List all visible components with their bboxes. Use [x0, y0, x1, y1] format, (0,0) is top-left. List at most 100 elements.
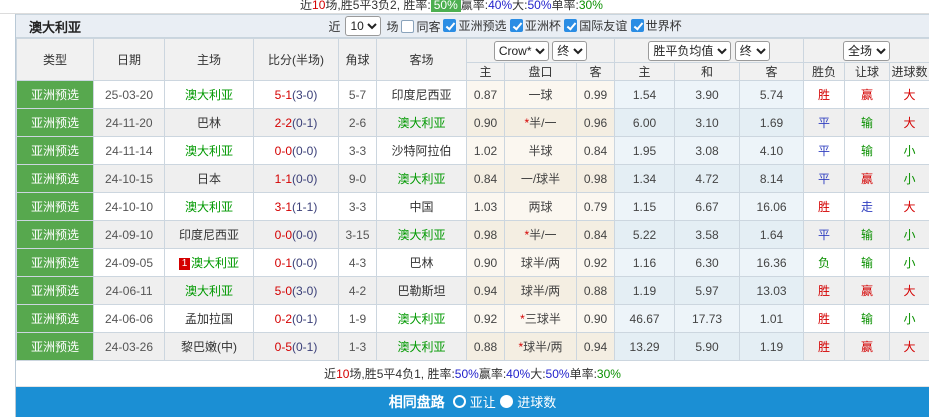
- home-cell: 澳大利亚: [165, 81, 254, 109]
- checkbox-icon: [510, 19, 523, 32]
- home-cell: 澳大利亚: [165, 193, 254, 221]
- ah-away-odds-cell: 0.84: [577, 221, 615, 249]
- corner-cell: 3-3: [339, 137, 377, 165]
- full-time-score: 0-2: [275, 312, 292, 326]
- date-cell: 24-06-11: [94, 277, 165, 305]
- text-segment: 赢率:: [479, 365, 506, 382]
- ah-line-cell: *半/一: [505, 221, 577, 249]
- ah-away-odds-cell: 0.88: [577, 277, 615, 305]
- match-type-cell: 亚洲预选: [17, 137, 94, 165]
- filter-controls: 近 10 场 同客 亚洲预选 亚洲杯 国际友谊 世界杯: [81, 16, 929, 36]
- result-handicap: 输: [861, 228, 873, 242]
- full-time-score: 5-0: [275, 284, 292, 298]
- eu-away-odds-cell: 16.06: [740, 193, 804, 221]
- corner-score: 4-3: [349, 256, 366, 270]
- subheader-eu-home: 主: [615, 63, 675, 81]
- footer-radio-option[interactable]: 进球数: [500, 392, 556, 411]
- match-type-cell: 亚洲预选: [17, 81, 94, 109]
- recent-label: 近: [328, 18, 340, 35]
- ah-line: 球半/两: [521, 256, 560, 270]
- eu-away-odds-cell: 1.64: [740, 221, 804, 249]
- result-handicap-cell: 输: [845, 137, 890, 165]
- col-header-date: 日期: [94, 39, 165, 81]
- full-time-score: 0-0: [275, 144, 292, 158]
- handicap-final-select[interactable]: 终: [552, 41, 587, 61]
- half-time-score: (0-1): [292, 340, 317, 354]
- eu-away-odds: 16.36: [757, 256, 787, 270]
- ah-line-cell: *半/一: [505, 109, 577, 137]
- ah-home-odds-cell: 0.87: [467, 81, 505, 109]
- league-filter[interactable]: 亚洲预选: [443, 17, 506, 34]
- home-cell: 澳大利亚: [165, 137, 254, 165]
- text-segment: 场,胜5平4负1, 胜率:: [349, 365, 454, 382]
- bookmaker-select[interactable]: Crow*: [494, 41, 549, 61]
- away-cell: 澳大利亚: [377, 221, 467, 249]
- league-filter[interactable]: 亚洲杯: [510, 17, 561, 34]
- away-cell: 巴勒斯坦: [377, 277, 467, 305]
- checkbox-icon: [564, 19, 577, 32]
- text-segment: 50%: [527, 0, 551, 12]
- scope-select[interactable]: 全场: [843, 41, 890, 61]
- eu-home-odds-cell: 1.34: [615, 165, 675, 193]
- ah-away-odds: 0.88: [584, 284, 607, 298]
- match-history-table: 类型 日期 主场 比分(半场) 角球 客场 Crow* 终 胜平负均值 终 全场: [16, 38, 929, 361]
- result-spf-cell: 负: [804, 249, 845, 277]
- ah-line: 一/球半: [521, 172, 560, 186]
- recent-form-summary: 近10场,胜5平4负1, 胜率:50% 赢率:40% 大:50% 单率:30%: [16, 361, 929, 387]
- half-time-score: (0-0): [292, 228, 317, 242]
- home-team: 日本: [197, 172, 221, 186]
- league-filter[interactable]: 国际友谊: [564, 17, 627, 34]
- corner-cell: 1-9: [339, 305, 377, 333]
- ah-away-odds-cell: 0.84: [577, 137, 615, 165]
- result-goals: 小: [904, 312, 916, 326]
- eu-home-odds: 1.95: [633, 144, 656, 158]
- team-header-bar: 澳大利亚 近 10 场 同客 亚洲预选 亚洲杯 国际友谊 世界杯: [16, 14, 929, 38]
- eu-draw-odds-cell: 6.67: [675, 193, 740, 221]
- ah-away-odds-cell: 0.99: [577, 81, 615, 109]
- footer-options: 亚让 进球数: [453, 392, 556, 413]
- match-type-badge: 亚洲预选: [31, 340, 79, 354]
- match-date: 24-03-26: [105, 340, 153, 354]
- ah-line: 三球半: [525, 312, 561, 326]
- away-cell: 澳大利亚: [377, 333, 467, 361]
- match-date: 24-11-14: [105, 144, 152, 158]
- date-cell: 24-11-14: [94, 137, 165, 165]
- result-goals-cell: 大: [890, 277, 929, 305]
- recent-count-select[interactable]: 10: [345, 16, 381, 36]
- ah-line-cell: *三球半: [505, 305, 577, 333]
- footer-radio-option[interactable]: 亚让: [453, 392, 496, 411]
- table-row: 亚洲预选 25-03-20 澳大利亚 5-1(3-0) 5-7 印度尼西亚 0.…: [17, 81, 929, 109]
- home-cell: 印度尼西亚: [165, 221, 254, 249]
- odds-avg-select[interactable]: 胜平负均值: [648, 41, 731, 61]
- same-away-filter[interactable]: 同客: [401, 18, 440, 35]
- match-type-badge: 亚洲预选: [31, 228, 79, 242]
- away-cell: 沙特阿拉伯: [377, 137, 467, 165]
- score-cell: 1-1(0-0): [254, 165, 339, 193]
- col-header-score: 比分(半场): [254, 39, 339, 81]
- match-date: 25-03-20: [105, 88, 153, 102]
- home-team: 澳大利亚: [185, 88, 233, 102]
- home-cell: 孟加拉国: [165, 305, 254, 333]
- result-goals: 大: [904, 284, 916, 298]
- result-spf-cell: 胜: [804, 81, 845, 109]
- match-type-cell: 亚洲预选: [17, 165, 94, 193]
- match-type-badge: 亚洲预选: [31, 116, 79, 130]
- odds-final-select[interactable]: 终: [735, 41, 770, 61]
- away-team: 澳大利亚: [397, 228, 445, 242]
- score-cell: 3-1(1-1): [254, 193, 339, 221]
- league-filter[interactable]: 世界杯: [631, 17, 682, 34]
- ah-line: 半/一: [529, 228, 556, 242]
- eu-draw-odds: 5.97: [695, 284, 718, 298]
- match-date: 24-11-20: [105, 116, 152, 130]
- match-date: 24-09-05: [105, 256, 153, 270]
- eu-home-odds: 6.00: [633, 116, 656, 130]
- result-spf: 平: [818, 144, 830, 158]
- text-segment: 30%: [579, 0, 603, 12]
- eu-away-odds: 5.74: [760, 88, 783, 102]
- ah-home-odds: 0.84: [474, 172, 497, 186]
- ah-away-odds: 0.92: [584, 256, 607, 270]
- corner-cell: 9-0: [339, 165, 377, 193]
- ah-home-odds: 0.87: [474, 88, 497, 102]
